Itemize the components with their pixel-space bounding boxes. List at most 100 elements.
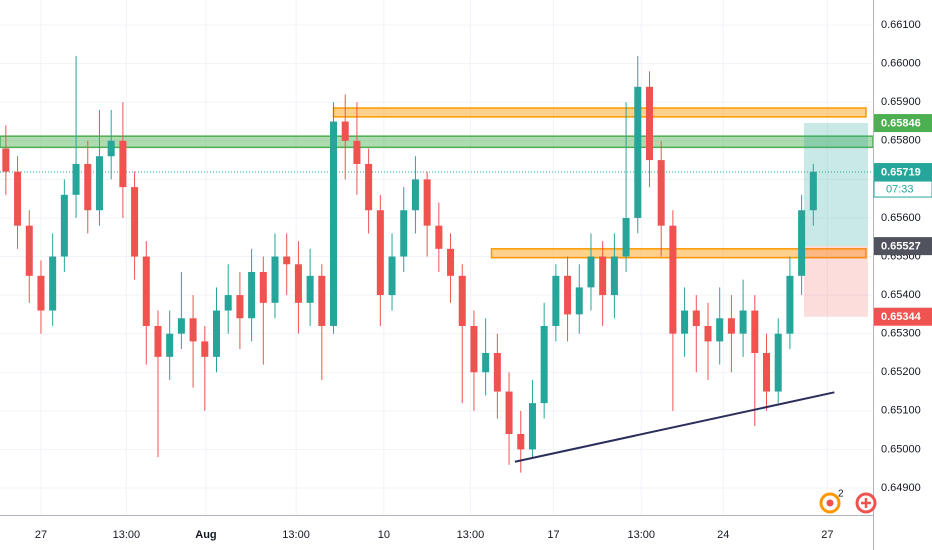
- y-tick-label: 0.65600: [881, 212, 921, 224]
- candle-body: [177, 318, 185, 334]
- add-icon[interactable]: [855, 492, 877, 514]
- candle-body: [95, 156, 103, 211]
- y-tick-label: 0.66100: [881, 19, 921, 31]
- x-tick-label: 13:00: [113, 529, 141, 541]
- price-label-box: [874, 307, 932, 326]
- y-tick-label: 0.65000: [881, 443, 921, 455]
- candle-body: [482, 352, 490, 373]
- candle-body: [84, 163, 92, 211]
- candle-body: [14, 171, 22, 226]
- y-tick-label: 0.66000: [881, 58, 921, 70]
- x-tick-label: 27: [35, 529, 47, 541]
- y-tick-label: 0.65300: [881, 328, 921, 340]
- candle-body: [131, 187, 139, 257]
- zone: [332, 107, 867, 118]
- x-tick-label: 24: [717, 529, 729, 541]
- candle-body: [716, 318, 724, 342]
- candle-body: [365, 163, 373, 211]
- candle-body: [657, 160, 665, 226]
- candle-body: [727, 318, 735, 334]
- candle-body: [49, 256, 57, 311]
- candle-body: [575, 287, 583, 315]
- candle-body: [447, 248, 455, 276]
- price-label-box: [874, 237, 932, 256]
- x-tick-label: 27: [821, 529, 833, 541]
- candle-body: [353, 140, 361, 164]
- y-tick-label: 0.64900: [881, 482, 921, 494]
- candle-body: [60, 194, 68, 257]
- candle-body: [2, 148, 10, 172]
- candle-body: [341, 121, 349, 141]
- badge-dot: [826, 499, 834, 507]
- candle-body: [458, 275, 466, 326]
- candle-body: [739, 310, 747, 334]
- price-label: 0.65719: [881, 166, 921, 178]
- candle-body: [25, 225, 33, 276]
- candle-body: [610, 256, 618, 296]
- y-tick-label: 0.65900: [881, 96, 921, 108]
- candle-body: [493, 352, 501, 392]
- x-tick-label: Aug: [195, 529, 216, 541]
- countdown: 07:33: [886, 183, 914, 195]
- price-label-box: [874, 163, 932, 182]
- trendline: [514, 391, 835, 463]
- candle-body: [669, 225, 677, 334]
- candle-body: [259, 271, 267, 303]
- candle-body: [751, 310, 759, 353]
- candle-body: [107, 140, 115, 157]
- x-tick-label: 13:00: [282, 529, 310, 541]
- candle-body: [774, 333, 782, 392]
- x-tick-label: 13:00: [628, 529, 656, 541]
- candle-body: [798, 210, 806, 276]
- candle-body: [528, 403, 536, 450]
- y-tick-label: 0.65800: [881, 135, 921, 147]
- candle-body: [318, 275, 326, 326]
- time-axis: [0, 515, 873, 550]
- candle-body: [704, 325, 712, 342]
- candle-body: [283, 256, 291, 265]
- candle-body: [786, 275, 794, 334]
- candle-body: [330, 121, 338, 326]
- candle-body: [376, 210, 384, 296]
- candle-body: [435, 225, 443, 249]
- candle-body: [37, 275, 45, 311]
- x-tick-label: 10: [378, 529, 390, 541]
- badge-count: 2: [838, 489, 844, 500]
- candle-body: [692, 310, 700, 326]
- y-tick-label: 0.65400: [881, 289, 921, 301]
- y-tick-label: 0.65100: [881, 405, 921, 417]
- candle-body: [552, 275, 560, 326]
- badge-icon[interactable]: 2: [819, 489, 844, 514]
- candle-body: [248, 271, 256, 319]
- candle-body: [599, 256, 607, 296]
- zone: [0, 135, 874, 149]
- candle-body: [400, 210, 408, 257]
- candle-body: [236, 295, 244, 319]
- price-axis: [873, 0, 932, 550]
- y-tick-label: 0.65200: [881, 366, 921, 378]
- candle-body: [634, 86, 642, 218]
- candle-body: [294, 264, 302, 303]
- candle-body: [388, 256, 396, 296]
- candle-body: [306, 275, 314, 303]
- x-tick-label: 17: [547, 529, 559, 541]
- candle-body: [119, 140, 127, 188]
- candle-body: [681, 310, 689, 334]
- loss-zone: [803, 246, 868, 317]
- candle-body: [809, 171, 817, 211]
- price-label: 0.65527: [881, 241, 921, 253]
- x-tick-label: 13:00: [457, 529, 485, 541]
- candle-body: [622, 217, 630, 257]
- add-plus: [861, 498, 871, 508]
- zone: [490, 248, 867, 259]
- candle-body: [762, 352, 771, 392]
- candle-body: [505, 391, 513, 434]
- candle-body: [411, 179, 419, 211]
- countdown-box: [873, 180, 932, 198]
- price-label: 0.65344: [881, 311, 922, 323]
- candle-body: [564, 275, 572, 315]
- candle-body: [423, 179, 431, 226]
